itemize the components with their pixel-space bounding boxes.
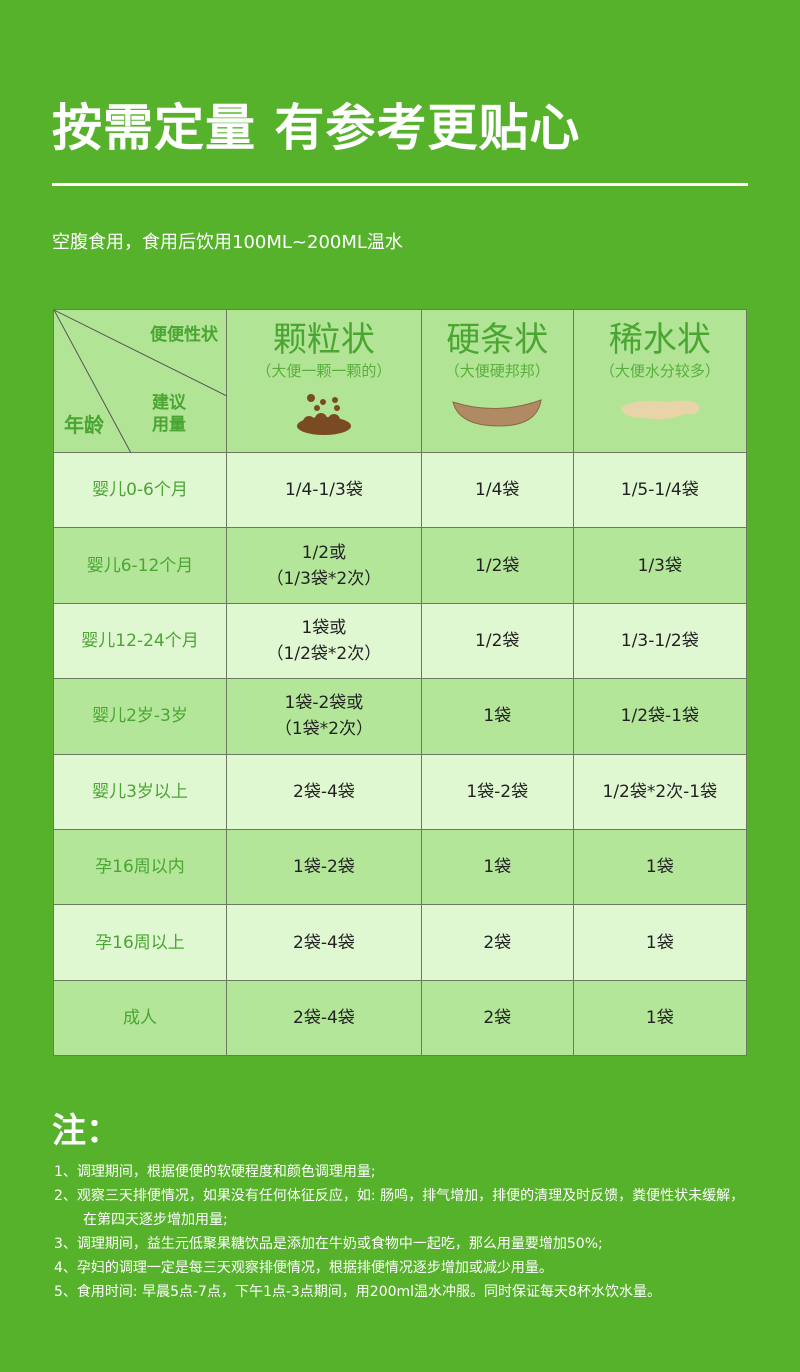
table-row: 成人 2袋-4袋 2袋 1袋 [53,979,748,1057]
column-header-1: 颗粒状 （大便一颗一颗的） [226,309,422,453]
column-name: 硬条状 [446,320,549,360]
dosage-cell: 1袋 [420,828,574,906]
dosage-cell: 1/4-1/3袋 [226,451,422,529]
dosage-cell: 1/5-1/4袋 [572,451,748,529]
table-row: 孕16周以内 1袋-2袋 1袋 1袋 [53,828,748,906]
subtitle: 空腹食用，食用后饮用100ML~200ML温水 [52,232,403,253]
column-header-2: 硬条状 （大便硬邦邦） [420,309,574,453]
dosage-cell: 1袋 [420,678,574,755]
dosage-cell: 2袋 [420,904,574,981]
dosage-cell: 1袋或 （1/2袋*2次） [226,602,422,680]
dosage-cell: 1/3-1/2袋 [572,602,748,680]
note-item: 5、食用时间: 早晨5点-7点，下午1点-3点期间，用200ml温水冲服。同时保… [54,1284,661,1300]
watery-stool-icon [574,392,746,432]
dosage-cell: 1袋-2袋 [420,753,574,830]
column-name: 稀水状 [608,320,711,360]
age-cell: 成人 [53,979,227,1057]
note-item: 4、孕妇的调理一定是每三天观察排便情况，根据排便情况逐步增加或减少用量。 [54,1260,553,1276]
corner-middle-label: 建议 用量 [152,393,186,435]
dosage-cell: 1/2袋 [420,602,574,680]
table-row: 婴儿12-24个月 1袋或 （1/2袋*2次） 1/2袋 1/3-1/2袋 [53,602,748,680]
dosage-cell: 1/2袋-1袋 [572,678,748,755]
pellet-stool-icon [227,392,421,435]
dosage-cell: 1/2袋 [420,527,574,604]
dosage-cell: 1/4袋 [420,451,574,529]
diagonal-lines [54,310,227,453]
age-cell: 孕16周以内 [53,828,227,906]
age-cell: 婴儿0-6个月 [53,451,227,529]
dosage-cell: 1袋-2袋 [226,828,422,906]
dosage-table: 便便性状 建议 用量 年龄 颗粒状 （大便一颗一颗的） 硬条状 （大便硬邦邦） 稀水状 （大… [53,309,748,1057]
age-cell: 孕16周以上 [53,904,227,981]
corner-cell: 便便性状 建议 用量 年龄 [53,309,227,453]
note-item: 1、调理期间，根据便便的软硬程度和颜色调理用量; [54,1164,376,1180]
table-row: 婴儿2岁-3岁 1袋-2袋或 （1袋*2次） 1袋 1/2袋-1袋 [53,678,748,755]
dosage-cell: 2袋 [420,979,574,1057]
column-name: 颗粒状 [272,320,375,360]
table-row: 婴儿3岁以上 2袋-4袋 1袋-2袋 1/2袋*2次-1袋 [53,753,748,830]
age-cell: 婴儿6-12个月 [53,527,227,604]
age-cell: 婴儿2岁-3岁 [53,678,227,755]
table-row: 婴儿0-6个月 1/4-1/3袋 1/4袋 1/5-1/4袋 [53,451,748,529]
dosage-cell: 1/3袋 [572,527,748,604]
table-row: 孕16周以上 2袋-4袋 2袋 1袋 [53,904,748,981]
dosage-cell: 2袋-4袋 [226,979,422,1057]
page-title: 按需定量 有参考更贴心 [52,99,581,157]
dosage-cell: 2袋-4袋 [226,753,422,830]
note-item: 3、调理期间，益生元低聚果糖饮品是添加在牛奶或食物中一起吃，那么用量要增加50%… [54,1236,603,1252]
column-desc: （大便一颗一颗的） [256,362,392,380]
table-header-row: 便便性状 建议 用量 年龄 颗粒状 （大便一颗一颗的） 硬条状 （大便硬邦邦） 稀水状 （大… [53,309,748,453]
dosage-cell: 2袋-4袋 [226,904,422,981]
column-desc: （大便水分较多） [599,362,720,380]
age-cell: 婴儿12-24个月 [53,602,227,680]
table-row: 婴儿6-12个月 1/2或 （1/3袋*2次） 1/2袋 1/3袋 [53,527,748,604]
hard-stool-icon [422,392,573,432]
notes-list: 1、调理期间，根据便便的软硬程度和颜色调理用量; 2、观察三天排便情况，如果没有任… [54,1160,754,1304]
dosage-cell: 1袋 [572,828,748,906]
divider [52,183,748,186]
dosage-cell: 1袋 [572,979,748,1057]
corner-top-label: 便便性状 [150,325,218,345]
column-desc: （大便硬邦邦） [444,362,550,380]
note-item: 2、观察三天排便情况，如果没有任何体征反应，如: 肠鸣，排气增加，排便的清理及时… [54,1188,745,1228]
notes-title: 注： [52,1111,120,1151]
corner-bottom-label: 年龄 [64,413,104,437]
age-cell: 婴儿3岁以上 [53,753,227,830]
dosage-cell: 1/2袋*2次-1袋 [572,753,748,830]
column-header-3: 稀水状 （大便水分较多） [572,309,748,453]
dosage-cell: 1袋 [572,904,748,981]
dosage-cell: 1袋-2袋或 （1袋*2次） [226,678,422,755]
dosage-cell: 1/2或 （1/3袋*2次） [226,527,422,604]
